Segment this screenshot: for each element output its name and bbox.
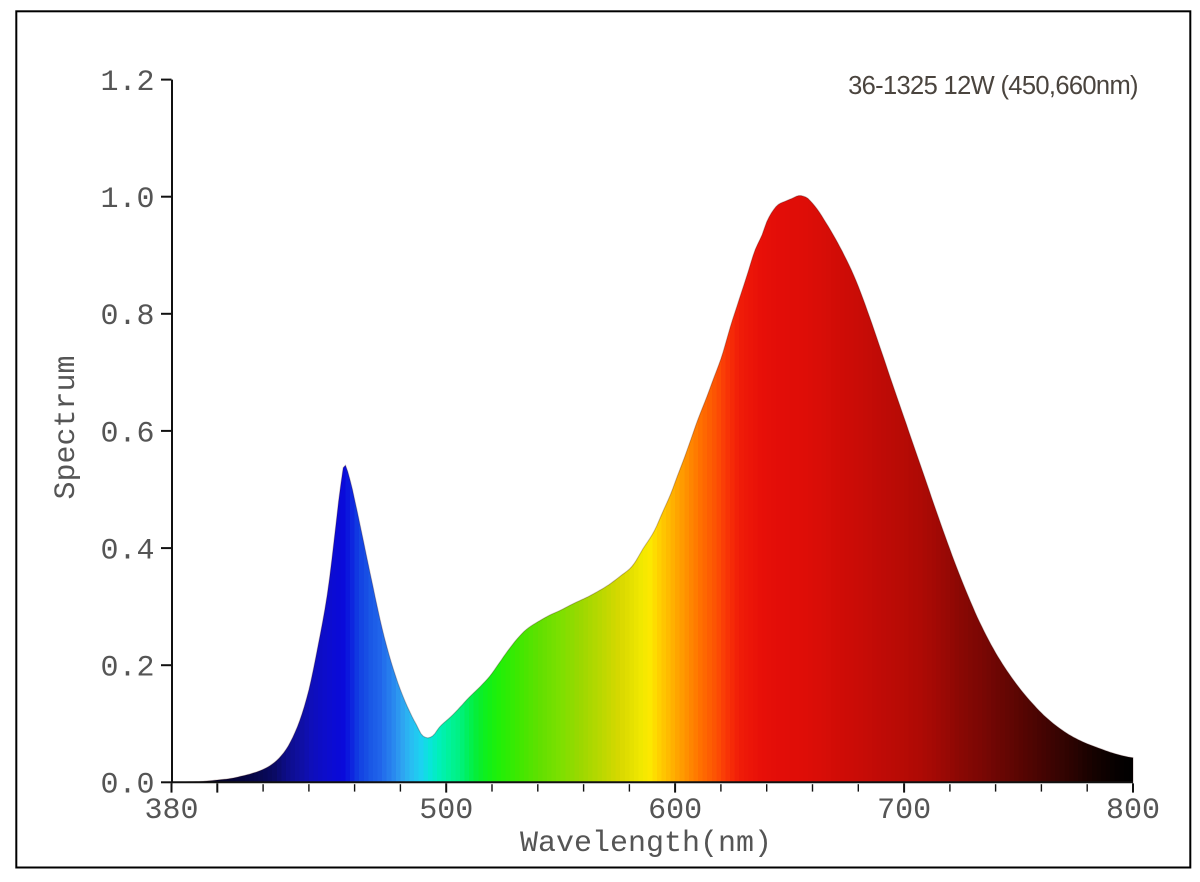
svg-text:800: 800 xyxy=(1106,794,1160,828)
svg-text:0.2: 0.2 xyxy=(100,652,154,686)
svg-text:Wavelength(nm): Wavelength(nm) xyxy=(520,827,772,861)
svg-text:0.6: 0.6 xyxy=(100,417,154,451)
svg-text:36-1325 12W (450,660nm): 36-1325 12W (450,660nm) xyxy=(848,72,1138,100)
svg-text:0.8: 0.8 xyxy=(100,300,154,334)
svg-text:0.0: 0.0 xyxy=(100,769,154,803)
svg-text:380: 380 xyxy=(144,794,198,828)
svg-text:700: 700 xyxy=(877,794,931,828)
svg-text:Spectrum: Spectrum xyxy=(50,355,84,499)
svg-text:600: 600 xyxy=(648,794,702,828)
svg-text:0.4: 0.4 xyxy=(100,535,154,569)
svg-text:1.2: 1.2 xyxy=(100,66,154,100)
svg-text:500: 500 xyxy=(419,794,473,828)
svg-text:1.0: 1.0 xyxy=(100,183,154,217)
